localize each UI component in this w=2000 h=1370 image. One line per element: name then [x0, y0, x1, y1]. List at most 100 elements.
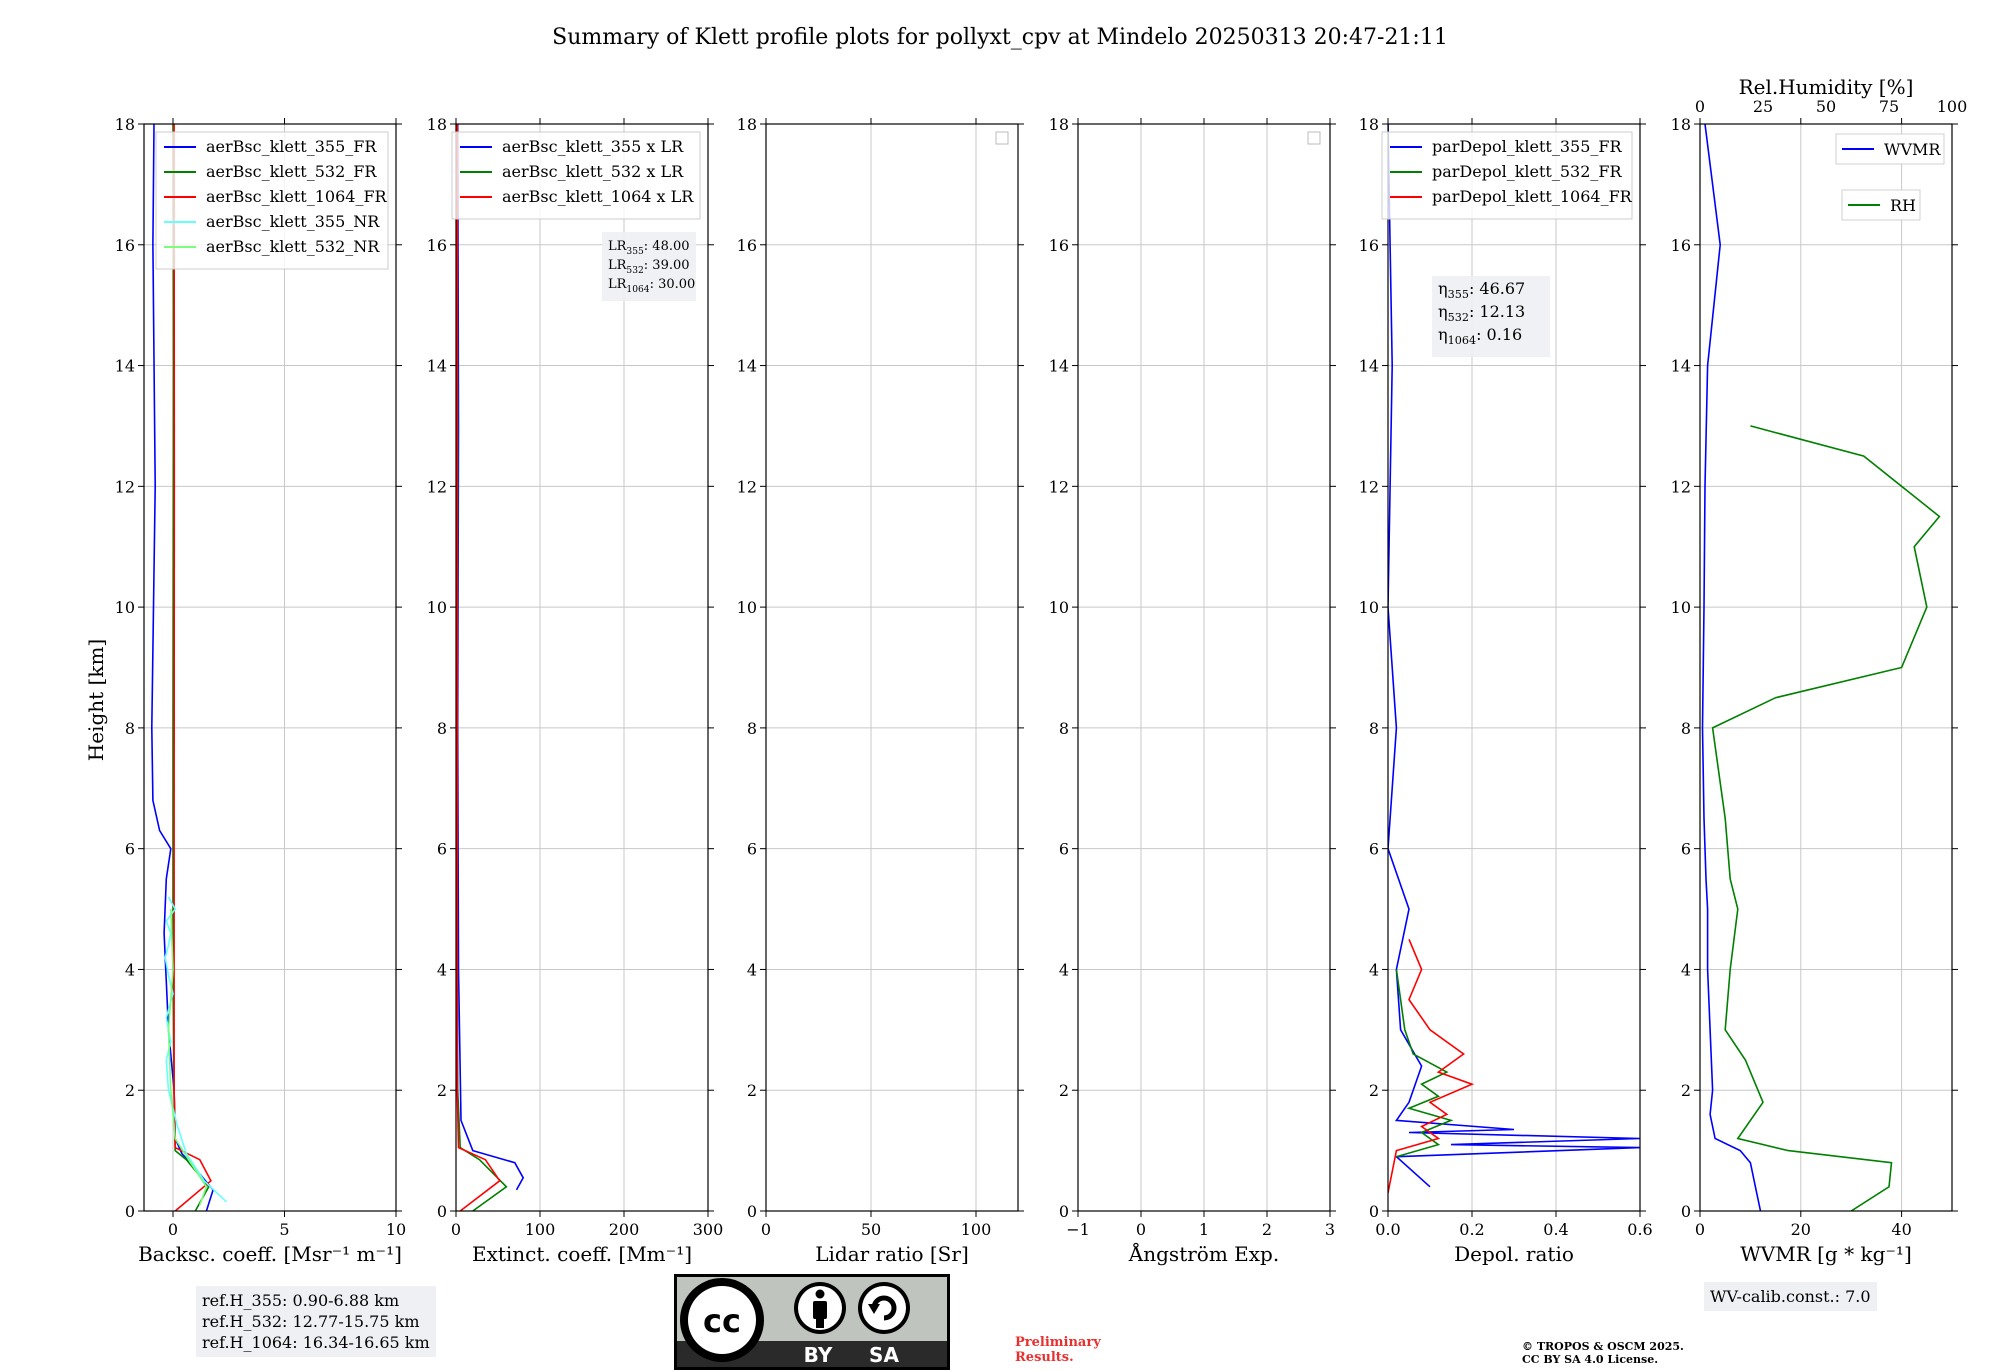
annotation-subscript: 532 [626, 266, 643, 276]
legend-label: aerBsc_klett_532_NR [206, 237, 380, 256]
figure-title: Summary of Klett profile plots for polly… [552, 25, 1448, 50]
series-line [1395, 969, 1454, 1158]
y-tick-label: 16 [1049, 236, 1069, 255]
x-axis-label: Extinct. coeff. [Mm⁻¹] [472, 1242, 692, 1266]
secondary-x-tick-label: 25 [1753, 97, 1773, 116]
y-tick-label: 12 [1359, 477, 1379, 496]
y-tick-label: 0 [1369, 1202, 1379, 1221]
legend-label: parDepol_klett_355_FR [1432, 137, 1623, 156]
annotation-line: LR1064: 30.00 [608, 277, 695, 295]
y-tick-label: 10 [1671, 598, 1691, 617]
x-axis-label: Depol. ratio [1454, 1242, 1574, 1266]
annotation-value: : 48.00 [644, 239, 690, 254]
y-tick-label: 14 [1359, 357, 1379, 376]
annotation-subscript: 355 [626, 247, 644, 257]
secondary-x-tick-label: 75 [1879, 97, 1899, 116]
y-tick-label: 14 [1049, 357, 1069, 376]
annotation-box [1432, 276, 1550, 357]
y-tick-label: 14 [427, 357, 447, 376]
y-tick-label: 18 [1049, 115, 1069, 134]
legend-label: parDepol_klett_532_FR [1432, 162, 1623, 181]
panel-frame [1699, 123, 1953, 1212]
annotation-symbol: η [1438, 302, 1448, 321]
y-tick-label: 14 [115, 357, 135, 376]
x-tick-label: 300 [693, 1220, 724, 1239]
panel-3: 0 2 4 6 8 10 12 14 16 18 0 50 100 Lidar ratio [Sr] [737, 115, 1024, 1266]
x-tick-label: 3 [1325, 1220, 1335, 1239]
y-tick-label: 10 [1359, 598, 1379, 617]
series-line [173, 124, 212, 1211]
y-tick-label: 2 [747, 1081, 757, 1100]
x-tick-label: 10 [386, 1220, 406, 1239]
y-tick-label: 0 [747, 1202, 757, 1221]
y-tick-label: 12 [1671, 477, 1691, 496]
y-tick-label: 12 [1049, 477, 1069, 496]
annotation-symbol: LR [608, 239, 628, 254]
y-tick-label: 10 [737, 598, 757, 617]
reference-height-box: ref.H_355: 0.90-6.88 km ref.H_532: 12.77… [196, 1286, 436, 1357]
annotation-subscript: 532 [1448, 311, 1469, 324]
y-tick-label: 14 [1671, 357, 1691, 376]
y-tick-label: 2 [125, 1081, 135, 1100]
annotation-subscript: 1064 [1448, 334, 1476, 347]
x-axis-label: Backsc. coeff. [Msr⁻¹ m⁻¹] [138, 1242, 402, 1266]
x-tick-label: 40 [1891, 1220, 1911, 1239]
wv-calib-text: WV-calib.const.: 7.0 [1710, 1287, 1871, 1306]
ref-height-1064: ref.H_1064: 16.34-16.65 km [202, 1333, 430, 1352]
y-tick-label: 2 [437, 1081, 447, 1100]
panel-5: 0 2 4 6 8 10 12 14 16 18 0.0 0.2 0.4 0.6 Depol. ratio p… [1359, 115, 1653, 1266]
y-tick-label: 12 [427, 477, 447, 496]
legend-label: aerBsc_klett_532_FR [206, 162, 377, 181]
y-tick-label: 4 [1059, 960, 1069, 979]
y-tick-label: 6 [1369, 840, 1379, 859]
x-tick-label: 0.4 [1543, 1220, 1568, 1239]
y-tick-label: 18 [737, 115, 757, 134]
x-axis-label: Lidar ratio [Sr] [815, 1242, 969, 1266]
legend-label: aerBsc_klett_355_FR [206, 137, 377, 156]
series-line [1388, 124, 1640, 1188]
series-line [456, 124, 501, 1211]
annotation-symbol: η [1438, 279, 1448, 298]
x-tick-label: 50 [861, 1220, 881, 1239]
cc-by-sa-logo: cc BY SA [674, 1274, 950, 1370]
y-tick-label: 4 [437, 960, 447, 979]
y-tick-label: 16 [427, 236, 447, 255]
copyright-note: © TROPOS & OSCM 2025. CC BY SA 4.0 Licen… [1522, 1340, 1684, 1366]
legend-label: WVMR [1884, 140, 1941, 159]
y-tick-label: 10 [427, 598, 447, 617]
legend-label: parDepol_klett_1064_FR [1432, 187, 1633, 206]
y-tick-label: 6 [125, 840, 135, 859]
annotation-symbol: LR [608, 277, 628, 292]
y-tick-label: 12 [115, 477, 135, 496]
legend-label: aerBsc_klett_1064 x LR [502, 187, 694, 206]
panel-frame [1387, 123, 1641, 1212]
y-tick-label: 18 [1671, 115, 1691, 134]
by-label: BY [804, 1343, 833, 1367]
y-tick-label: 16 [1359, 236, 1379, 255]
empty-legend-box [995, 131, 1009, 145]
y-tick-label: 6 [437, 840, 447, 859]
x-tick-label: 200 [609, 1220, 640, 1239]
y-tick-label: 16 [1671, 236, 1691, 255]
annotation-symbol: η [1438, 325, 1448, 344]
y-tick-label: 6 [1059, 840, 1069, 859]
ref-height-355: ref.H_355: 0.90-6.88 km [202, 1291, 400, 1310]
y-tick-label: 18 [115, 115, 135, 134]
secondary-x-tick-label: 0 [1695, 97, 1705, 116]
y-tick-label: 8 [437, 719, 447, 738]
annotation-subscript: 1064 [626, 285, 649, 295]
panel-frame [765, 123, 1019, 1212]
panel-frame [455, 123, 709, 1212]
x-tick-label: 0 [1136, 1220, 1146, 1239]
x-tick-label: 100 [525, 1220, 556, 1239]
y-tick-label: 6 [747, 840, 757, 859]
x-tick-label: 0 [761, 1220, 771, 1239]
series-line [1701, 124, 1762, 1211]
y-tick-label: 8 [1059, 719, 1069, 738]
y-tick-label: 16 [737, 236, 757, 255]
y-tick-label: 0 [437, 1202, 447, 1221]
x-tick-label: 0.2 [1459, 1220, 1484, 1239]
